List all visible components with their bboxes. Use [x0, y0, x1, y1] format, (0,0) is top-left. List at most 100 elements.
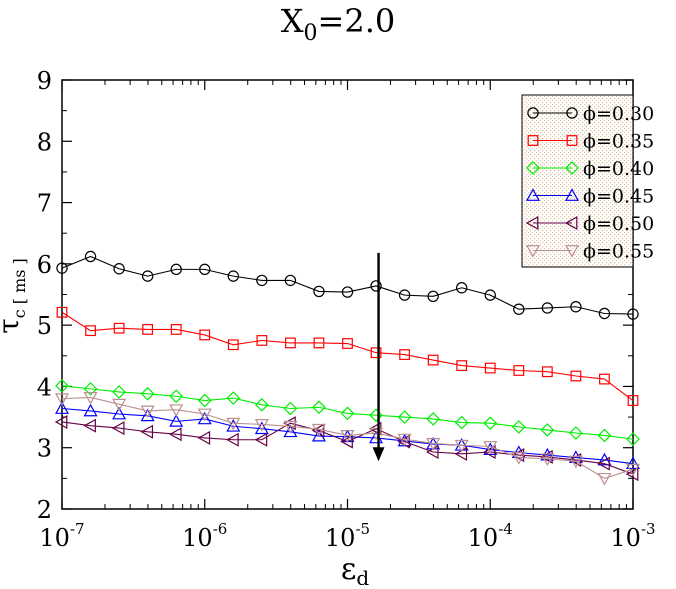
data-point	[226, 391, 241, 405]
series-line	[61, 385, 634, 440]
legend-marker	[527, 107, 539, 119]
x-tick-label: 10-5	[325, 520, 370, 552]
data-point	[170, 263, 182, 276]
data-point	[511, 452, 526, 465]
chart-title-main: X	[281, 2, 304, 40]
y-tick-label: 7	[37, 190, 52, 218]
chart-title-subscript: 0	[304, 21, 318, 46]
data-point	[540, 453, 555, 466]
x-tick-label-exponent: -7	[70, 520, 85, 538]
x-axis-label-subscript: d	[356, 566, 369, 585]
data-point	[226, 417, 241, 431]
legend-marker	[566, 107, 578, 119]
legend-box	[521, 94, 634, 268]
legend-entry: ϕ=0.40	[526, 158, 654, 180]
data-point	[254, 421, 269, 435]
data-point	[226, 432, 239, 447]
y-tick-label: 5	[37, 312, 52, 340]
data-point	[511, 420, 526, 434]
data-point	[56, 306, 68, 318]
data-point	[197, 393, 212, 408]
data-point	[597, 452, 612, 466]
data-point	[283, 424, 298, 438]
data-point	[598, 307, 611, 320]
data-point	[141, 270, 154, 282]
series-5	[54, 392, 641, 486]
data-point	[513, 303, 525, 315]
data-point	[541, 366, 553, 378]
data-point	[227, 339, 239, 351]
data-point	[483, 416, 498, 431]
x-tick-label-base: 10	[39, 524, 70, 552]
data-point	[197, 430, 211, 445]
legend-entry: ϕ=0.45	[525, 186, 654, 208]
data-point	[56, 262, 68, 274]
data-point	[197, 411, 212, 425]
data-point	[313, 285, 325, 298]
data-point	[456, 360, 468, 371]
legend-marker	[525, 215, 539, 231]
data-point	[597, 456, 610, 471]
data-point	[85, 325, 96, 337]
data-point	[627, 395, 639, 406]
legend-marker	[564, 245, 580, 258]
data-point	[311, 423, 326, 437]
y-axis-label-group: τc [ ms ]	[0, 258, 29, 334]
series-line	[61, 407, 634, 465]
data-point	[370, 280, 382, 292]
data-point	[169, 389, 184, 404]
data-point	[399, 349, 411, 360]
x-tick-label: 10-7	[39, 520, 84, 552]
legend-marker	[527, 135, 539, 146]
data-point	[540, 423, 555, 437]
data-point	[284, 337, 296, 349]
data-point	[599, 373, 610, 385]
data-point	[142, 324, 154, 335]
data-point	[84, 250, 97, 263]
legend-marker	[566, 135, 578, 146]
data-point	[168, 427, 182, 442]
data-point	[397, 433, 412, 447]
x-tick-label: 10-3	[610, 520, 655, 552]
data-point	[140, 386, 155, 401]
series-2	[55, 378, 640, 446]
data-point	[83, 382, 98, 396]
data-point	[83, 392, 98, 405]
x-tick-label-exponent: -3	[641, 520, 656, 538]
y-tick-label: 8	[37, 128, 52, 156]
data-point	[54, 393, 70, 406]
data-point	[454, 439, 469, 453]
legend-marker	[525, 188, 541, 201]
data-point	[625, 467, 639, 482]
chart-title: X0=2.0	[281, 2, 395, 46]
data-point	[112, 385, 126, 399]
data-point	[254, 419, 269, 432]
data-point	[169, 404, 184, 417]
x-tick-label-base: 10	[325, 524, 356, 552]
data-point	[513, 365, 525, 376]
legend-label: ϕ=0.50	[583, 213, 654, 235]
data-point	[483, 441, 498, 454]
legend-label: ϕ=0.40	[583, 158, 654, 180]
data-point	[427, 290, 439, 303]
y-axis-label: τc [ ms ]	[0, 258, 29, 334]
y-tick-label: 6	[37, 251, 52, 279]
series-layer	[54, 250, 641, 486]
data-point	[398, 289, 411, 301]
data-point	[597, 472, 612, 486]
x-tick-label-exponent: -5	[355, 520, 370, 538]
y-axis-label-main: τ	[0, 318, 25, 334]
data-point	[484, 289, 496, 301]
data-point	[397, 410, 412, 424]
legend-marker	[526, 161, 540, 175]
data-point	[169, 414, 184, 427]
data-point	[340, 434, 353, 449]
data-point	[226, 419, 241, 432]
data-point	[199, 329, 211, 341]
data-point	[54, 401, 70, 414]
data-point	[284, 274, 297, 287]
data-point	[227, 270, 240, 282]
data-point	[625, 463, 641, 477]
data-point	[113, 263, 125, 275]
data-point	[426, 412, 440, 426]
